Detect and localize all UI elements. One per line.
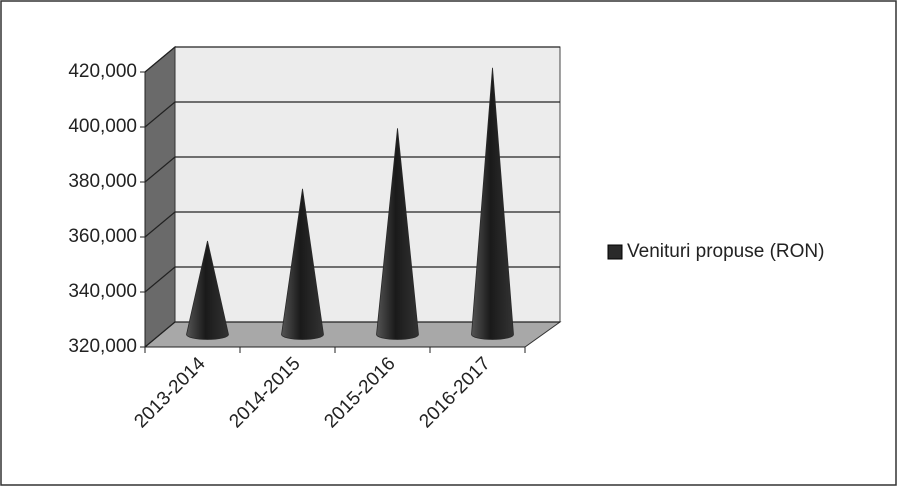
cone (471, 67, 514, 340)
cone (376, 128, 419, 340)
cone (186, 240, 229, 340)
grid-line (144, 211, 560, 238)
legend-swatch (607, 244, 623, 260)
y-tick-label: 420,000 (68, 61, 137, 82)
y-tick-label: 360,000 (68, 226, 137, 247)
legend-label: Venituri propuse (RON) (627, 241, 824, 262)
grid-line (144, 321, 560, 348)
y-tick-label: 340,000 (68, 281, 137, 302)
grid-line (144, 156, 560, 183)
grid-line (144, 101, 560, 128)
cone (281, 188, 324, 340)
y-tick-label: 400,000 (68, 116, 137, 137)
grid-line (144, 46, 560, 73)
side-wall (144, 45, 176, 349)
y-tick-label: 320,000 (68, 336, 137, 357)
grid-line (144, 266, 560, 293)
y-tick-label: 380,000 (68, 171, 137, 192)
